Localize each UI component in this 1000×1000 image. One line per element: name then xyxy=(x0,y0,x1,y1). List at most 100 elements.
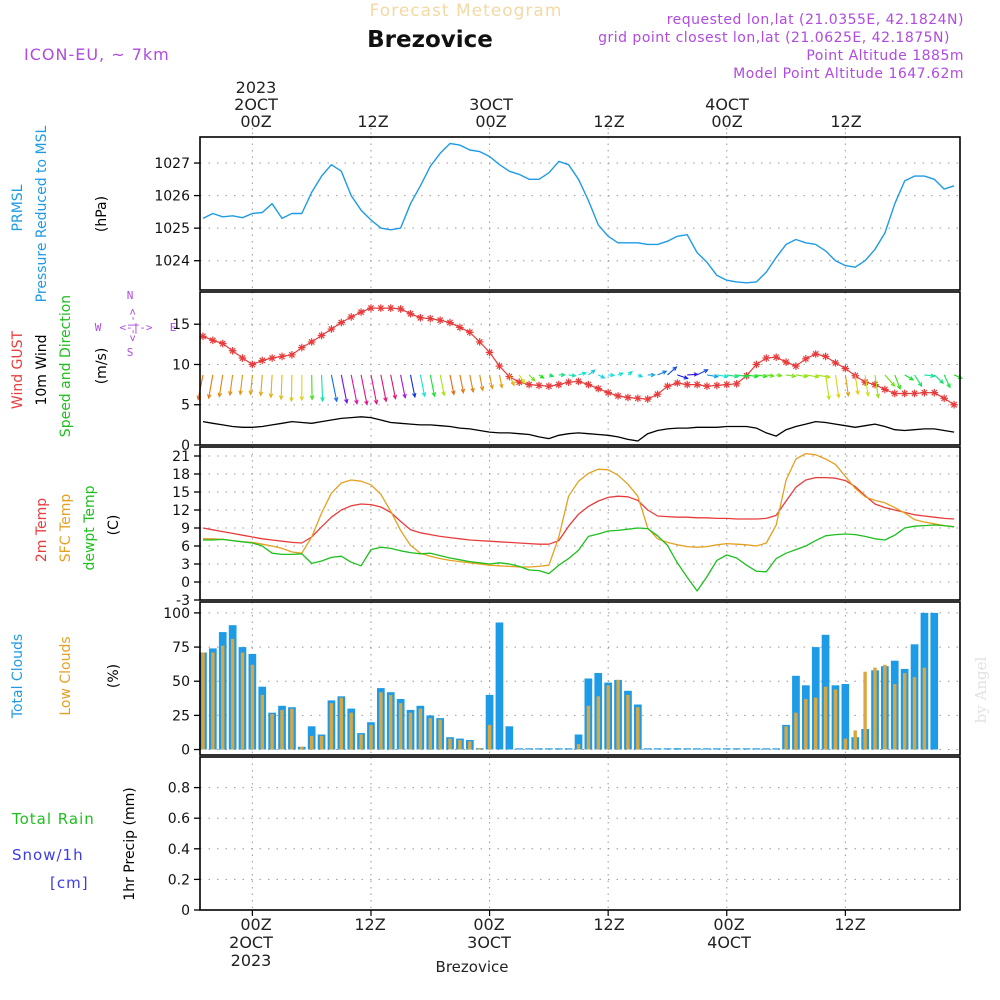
wind-arrow-head xyxy=(734,374,740,379)
total-cloud-bar xyxy=(535,748,543,750)
panel-frame-temp xyxy=(199,446,961,601)
gust-marker xyxy=(554,380,563,389)
y-tick-label: 25 xyxy=(172,708,190,724)
gust-marker xyxy=(663,382,672,391)
wind-arrow-head xyxy=(289,397,294,403)
y-tick-label: 15 xyxy=(172,485,190,501)
wind-direction-arrow xyxy=(370,374,378,404)
gust-marker xyxy=(594,384,603,393)
low-cloud-bar xyxy=(398,703,403,750)
wind-direction-arrow xyxy=(874,374,879,398)
low-cloud-bar xyxy=(636,707,640,750)
wind-arrow-head xyxy=(431,392,437,398)
gust-marker xyxy=(871,380,879,389)
wind-direction-arrow xyxy=(914,374,923,387)
gust-marker xyxy=(920,388,929,397)
gust-marker xyxy=(762,354,771,362)
total-cloud-bar xyxy=(515,748,524,750)
wind-arrow-head xyxy=(890,381,896,387)
wind-label-speed: Speed and Direction xyxy=(58,295,74,437)
gust-marker xyxy=(752,360,761,369)
top-date-day: 3OCT xyxy=(469,95,513,114)
pressure-series-line xyxy=(202,142,955,284)
temp-2m-line xyxy=(202,476,955,545)
low-cloud-bar xyxy=(794,712,798,750)
y-tick-label: 10 xyxy=(172,357,190,373)
wind-direction-arrow xyxy=(390,374,397,399)
gust-marker xyxy=(377,304,385,312)
wind-arrow-head xyxy=(791,373,797,379)
wind-arrow-head xyxy=(383,397,388,403)
gust-marker xyxy=(436,316,444,324)
gust-marker xyxy=(722,380,731,389)
gust-marker xyxy=(495,362,504,370)
gust-marker xyxy=(821,352,830,361)
wind-direction-arrow xyxy=(844,374,849,396)
wind-direction-arrow xyxy=(229,374,234,396)
wind-arrow-head xyxy=(777,373,783,378)
wind-arrow-head xyxy=(762,373,769,379)
gust-marker xyxy=(624,393,632,402)
wind-direction-arrow xyxy=(249,374,253,395)
wind-arrow-head xyxy=(581,371,588,376)
gust-marker xyxy=(574,377,583,386)
legend-snow-unit: [cm] xyxy=(50,874,89,892)
wind-arrow-head xyxy=(238,390,243,396)
y-tick-label: 0 xyxy=(181,743,190,759)
wind-direction-arrow xyxy=(350,374,358,404)
gust-marker xyxy=(347,313,356,321)
wind-arrow-head xyxy=(836,393,841,399)
low-cloud-bar xyxy=(201,652,205,750)
gust-marker xyxy=(446,318,454,327)
wind-direction-arrow xyxy=(518,374,525,384)
wind-direction-arrow xyxy=(449,374,455,395)
gust-marker xyxy=(228,346,237,355)
wind-arrow-head xyxy=(571,373,577,378)
gust-marker xyxy=(466,328,474,337)
wind-arrow-head xyxy=(364,400,369,406)
wind-arrow-head xyxy=(703,369,709,374)
low-cloud-bar xyxy=(339,697,343,750)
gust-marker xyxy=(643,395,652,403)
gust-marker xyxy=(307,338,316,346)
compass-we-arrows: <-|-> xyxy=(119,321,152,334)
gust-marker xyxy=(357,308,365,316)
total-cloud-bar xyxy=(841,684,850,750)
y-tick-label: 3 xyxy=(181,557,190,573)
wind-direction-arrow xyxy=(795,374,808,378)
wind-arrow-head xyxy=(258,391,264,397)
wind-direction-arrow xyxy=(489,374,493,389)
bottom-station-label: Brezovice xyxy=(436,958,509,976)
top-hour-label: 00Z xyxy=(711,112,742,131)
wind-arrow-head xyxy=(228,391,233,397)
low-cloud-bar xyxy=(290,708,294,750)
gust-marker xyxy=(782,358,790,366)
wind-arrow-head xyxy=(539,374,545,379)
y-tick-label: 100 xyxy=(163,606,190,622)
bottom-hour-label: 12Z xyxy=(834,915,865,934)
pressure-labels: PRMSL Pressure Reduced to MSL (hPa) xyxy=(10,125,110,302)
total-cloud-bar xyxy=(525,748,533,750)
low-cloud-bar xyxy=(240,652,245,750)
cloud-label-total: Total Clouds xyxy=(10,634,26,719)
low-cloud-bar xyxy=(784,726,788,750)
grid-layer xyxy=(200,128,960,911)
gust-marker xyxy=(218,339,227,348)
low-cloud-bar xyxy=(300,746,304,750)
low-cloud-bar xyxy=(448,738,452,750)
gust-marker xyxy=(456,323,464,332)
gust-marker xyxy=(703,382,711,391)
bottom-date-day: 2OCT xyxy=(229,933,273,952)
pressure-label-msl: Pressure Reduced to MSL xyxy=(34,125,50,302)
cloud-label-low: Low Clouds xyxy=(58,636,74,715)
wind-direction-arrow xyxy=(218,374,224,397)
gust-marker xyxy=(604,388,612,397)
low-cloud-bar xyxy=(843,738,848,750)
gust-marker xyxy=(505,372,514,381)
y-tick-label: 0.2 xyxy=(168,872,190,888)
wind-direction-arrow xyxy=(469,374,474,393)
y-tick-label: 0 xyxy=(181,438,190,454)
gust-marker xyxy=(910,389,919,398)
temp-label-sfc: SFC Temp xyxy=(58,494,74,563)
low-cloud-bar xyxy=(428,718,432,750)
